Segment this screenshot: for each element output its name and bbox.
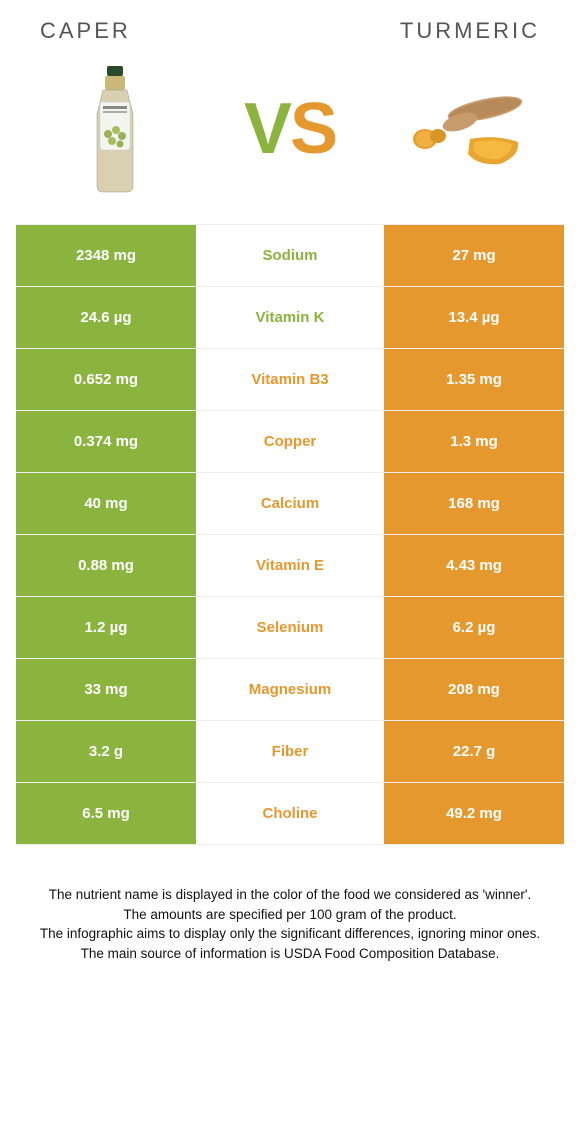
caper-image (50, 64, 180, 194)
right-value-cell: 13.4 µg (384, 287, 564, 348)
left-value-cell: 0.652 mg (16, 349, 196, 410)
table-row: 0.374 mgCopper1.3 mg (16, 411, 564, 473)
footnote-line-2: The amounts are specified per 100 gram o… (22, 905, 558, 925)
caper-bottle-icon (89, 64, 141, 194)
left-food-title: Caper (40, 18, 131, 44)
left-value-cell: 40 mg (16, 473, 196, 534)
right-value-cell: 1.3 mg (384, 411, 564, 472)
nutrient-name-cell: Vitamin E (196, 535, 384, 596)
right-value-cell: 27 mg (384, 225, 564, 286)
right-value-cell: 1.35 mg (384, 349, 564, 410)
table-row: 40 mgCalcium168 mg (16, 473, 564, 535)
nutrient-name-cell: Vitamin K (196, 287, 384, 348)
right-value-cell: 168 mg (384, 473, 564, 534)
table-row: 24.6 µgVitamin K13.4 µg (16, 287, 564, 349)
table-row: 1.2 µgSelenium6.2 µg (16, 597, 564, 659)
table-row: 33 mgMagnesium208 mg (16, 659, 564, 721)
header: Caper Turmeric (0, 0, 580, 54)
table-row: 0.88 mgVitamin E4.43 mg (16, 535, 564, 597)
vs-label: VS (244, 88, 336, 170)
footnotes: The nutrient name is displayed in the co… (0, 845, 580, 963)
left-value-cell: 6.5 mg (16, 783, 196, 844)
nutrient-name-cell: Fiber (196, 721, 384, 782)
table-row: 3.2 gFiber22.7 g (16, 721, 564, 783)
left-value-cell: 0.88 mg (16, 535, 196, 596)
nutrient-name-cell: Selenium (196, 597, 384, 658)
nutrient-name-cell: Sodium (196, 225, 384, 286)
turmeric-image (400, 64, 530, 194)
right-value-cell: 6.2 µg (384, 597, 564, 658)
left-value-cell: 24.6 µg (16, 287, 196, 348)
right-value-cell: 4.43 mg (384, 535, 564, 596)
nutrient-name-cell: Copper (196, 411, 384, 472)
vs-s-letter: S (290, 88, 336, 170)
comparison-table: 2348 mgSodium27 mg24.6 µgVitamin K13.4 µ… (16, 224, 564, 845)
left-value-cell: 1.2 µg (16, 597, 196, 658)
left-value-cell: 3.2 g (16, 721, 196, 782)
left-value-cell: 33 mg (16, 659, 196, 720)
nutrient-name-cell: Choline (196, 783, 384, 844)
table-row: 0.652 mgVitamin B31.35 mg (16, 349, 564, 411)
nutrient-name-cell: Vitamin B3 (196, 349, 384, 410)
footnote-line-3: The infographic aims to display only the… (22, 924, 558, 944)
table-row: 6.5 mgCholine49.2 mg (16, 783, 564, 845)
right-value-cell: 208 mg (384, 659, 564, 720)
right-value-cell: 49.2 mg (384, 783, 564, 844)
footnote-line-1: The nutrient name is displayed in the co… (22, 885, 558, 905)
table-row: 2348 mgSodium27 mg (16, 225, 564, 287)
footnote-line-4: The main source of information is USDA F… (22, 944, 558, 964)
left-value-cell: 0.374 mg (16, 411, 196, 472)
nutrient-name-cell: Calcium (196, 473, 384, 534)
left-value-cell: 2348 mg (16, 225, 196, 286)
turmeric-root-icon (400, 84, 530, 174)
nutrient-name-cell: Magnesium (196, 659, 384, 720)
right-value-cell: 22.7 g (384, 721, 564, 782)
right-food-title: Turmeric (400, 18, 540, 44)
vs-v-letter: V (244, 88, 290, 170)
vs-row: VS (0, 54, 580, 224)
